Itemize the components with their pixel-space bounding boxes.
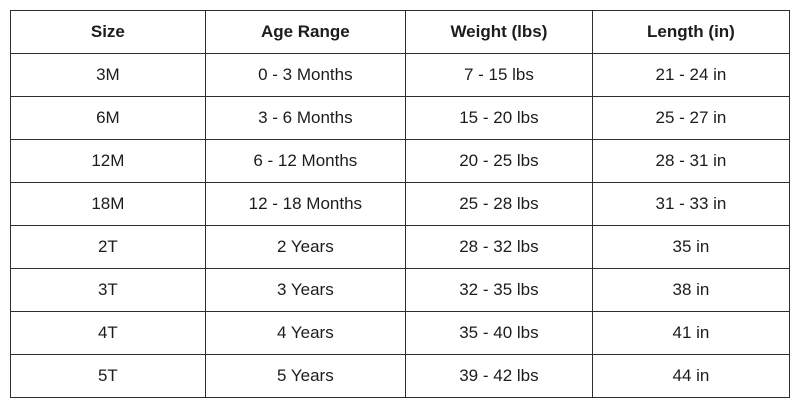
cell-age-range: 6 - 12 Months [204,139,406,183]
cell-weight: 39 - 42 lbs [404,354,593,398]
column-header-weight: Weight (lbs) [404,10,593,54]
cell-weight: 25 - 28 lbs [404,182,593,226]
cell-length: 41 in [591,311,791,355]
table-row: 3T 3 Years 32 - 35 lbs 38 in [10,268,791,312]
cell-length: 38 in [591,268,791,312]
cell-weight: 20 - 25 lbs [404,139,593,183]
column-header-age: Age Range [204,10,406,54]
column-header-size: Size [10,10,206,54]
table-header: Size Age Range Weight (lbs) Length (in) [10,10,791,54]
cell-length: 21 - 24 in [591,53,791,97]
cell-size: 3T [10,268,206,312]
cell-age-range: 3 - 6 Months [204,96,406,140]
size-chart: Size Age Range Weight (lbs) Length (in) … [10,10,791,398]
cell-weight: 7 - 15 lbs [404,53,593,97]
header-row: Size Age Range Weight (lbs) Length (in) [10,10,791,54]
cell-size: 2T [10,225,206,269]
cell-size: 6M [10,96,206,140]
cell-length: 44 in [591,354,791,398]
column-header-length: Length (in) [591,10,791,54]
table-row: 5T 5 Years 39 - 42 lbs 44 in [10,354,791,398]
table-row: 4T 4 Years 35 - 40 lbs 41 in [10,311,791,355]
cell-weight: 35 - 40 lbs [404,311,593,355]
cell-size: 3M [10,53,206,97]
cell-length: 28 - 31 in [591,139,791,183]
table-row: 18M 12 - 18 Months 25 - 28 lbs 31 - 33 in [10,182,791,226]
table-row: 3M 0 - 3 Months 7 - 15 lbs 21 - 24 in [10,53,791,97]
cell-length: 31 - 33 in [591,182,791,226]
cell-age-range: 4 Years [204,311,406,355]
table-body: 3M 0 - 3 Months 7 - 15 lbs 21 - 24 in 6M 3 - … [10,53,791,398]
cell-age-range: 3 Years [204,268,406,312]
cell-size: 18M [10,182,206,226]
cell-length: 35 in [591,225,791,269]
cell-age-range: 5 Years [204,354,406,398]
cell-weight: 32 - 35 lbs [404,268,593,312]
cell-weight: 28 - 32 lbs [404,225,593,269]
cell-size: 4T [10,311,206,355]
cell-length: 25 - 27 in [591,96,791,140]
cell-weight: 15 - 20 lbs [404,96,593,140]
cell-size: 12M [10,139,206,183]
cell-age-range: 12 - 18 Months [204,182,406,226]
table-row: 12M 6 - 12 Months 20 - 25 lbs 28 - 31 in [10,139,791,183]
table-row: 6M 3 - 6 Months 15 - 20 lbs 25 - 27 in [10,96,791,140]
table-row: 2T 2 Years 28 - 32 lbs 35 in [10,225,791,269]
cell-age-range: 0 - 3 Months [204,53,406,97]
cell-age-range: 2 Years [204,225,406,269]
size-chart-table: Size Age Range Weight (lbs) Length (in) … [10,10,791,398]
cell-size: 5T [10,354,206,398]
